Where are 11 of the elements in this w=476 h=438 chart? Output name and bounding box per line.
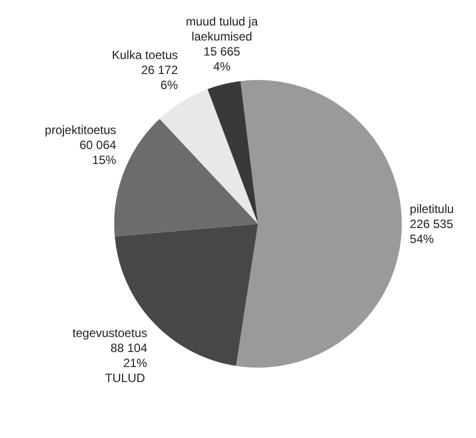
slice-label: muud tulud ja laekumised [186, 14, 258, 44]
data-label: 15 665 4% [204, 44, 241, 74]
data-label: 26 172 6% [141, 63, 178, 92]
data-label: 226 535 54% [410, 216, 454, 246]
slice-label: projektitoetus [44, 122, 116, 137]
data-label: 88 104 21% [110, 340, 148, 370]
slice-label: tegevustoetus [72, 326, 148, 340]
slice-label: Kulka toetus [112, 48, 178, 62]
text: TULUD [105, 371, 146, 386]
slice-label: piletitulu [410, 202, 454, 216]
data-label: 60 064 15% [79, 138, 116, 167]
